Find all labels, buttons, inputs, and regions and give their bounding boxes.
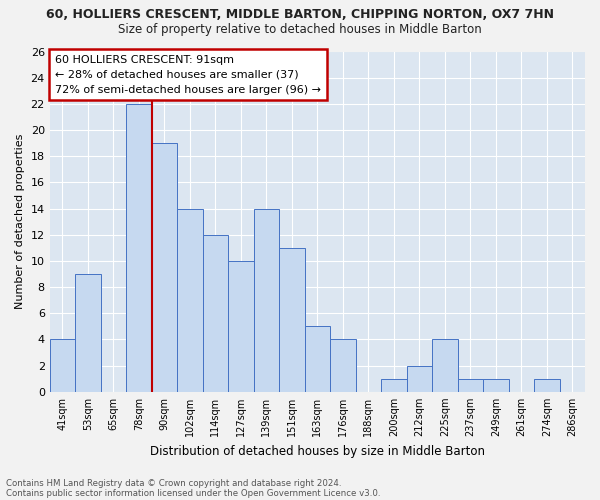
Bar [126,104,152,392]
Text: Contains public sector information licensed under the Open Government Licence v3: Contains public sector information licen… [6,488,380,498]
Bar [305,326,330,392]
Y-axis label: Number of detached properties: Number of detached properties [15,134,25,310]
Bar [279,248,305,392]
X-axis label: Distribution of detached houses by size in Middle Barton: Distribution of detached houses by size … [150,444,485,458]
Bar [203,234,228,392]
Bar [330,340,356,392]
Bar [381,378,407,392]
Bar [177,208,203,392]
Bar [50,340,75,392]
Bar [534,378,560,392]
Bar [228,261,254,392]
Bar [152,143,177,392]
Bar [458,378,483,392]
Bar [407,366,432,392]
Bar [75,274,101,392]
Bar [254,208,279,392]
Text: 60, HOLLIERS CRESCENT, MIDDLE BARTON, CHIPPING NORTON, OX7 7HN: 60, HOLLIERS CRESCENT, MIDDLE BARTON, CH… [46,8,554,20]
Text: 60 HOLLIERS CRESCENT: 91sqm
← 28% of detached houses are smaller (37)
72% of sem: 60 HOLLIERS CRESCENT: 91sqm ← 28% of det… [55,55,321,94]
Text: Size of property relative to detached houses in Middle Barton: Size of property relative to detached ho… [118,22,482,36]
Bar [432,340,458,392]
Bar [483,378,509,392]
Text: Contains HM Land Registry data © Crown copyright and database right 2024.: Contains HM Land Registry data © Crown c… [6,478,341,488]
